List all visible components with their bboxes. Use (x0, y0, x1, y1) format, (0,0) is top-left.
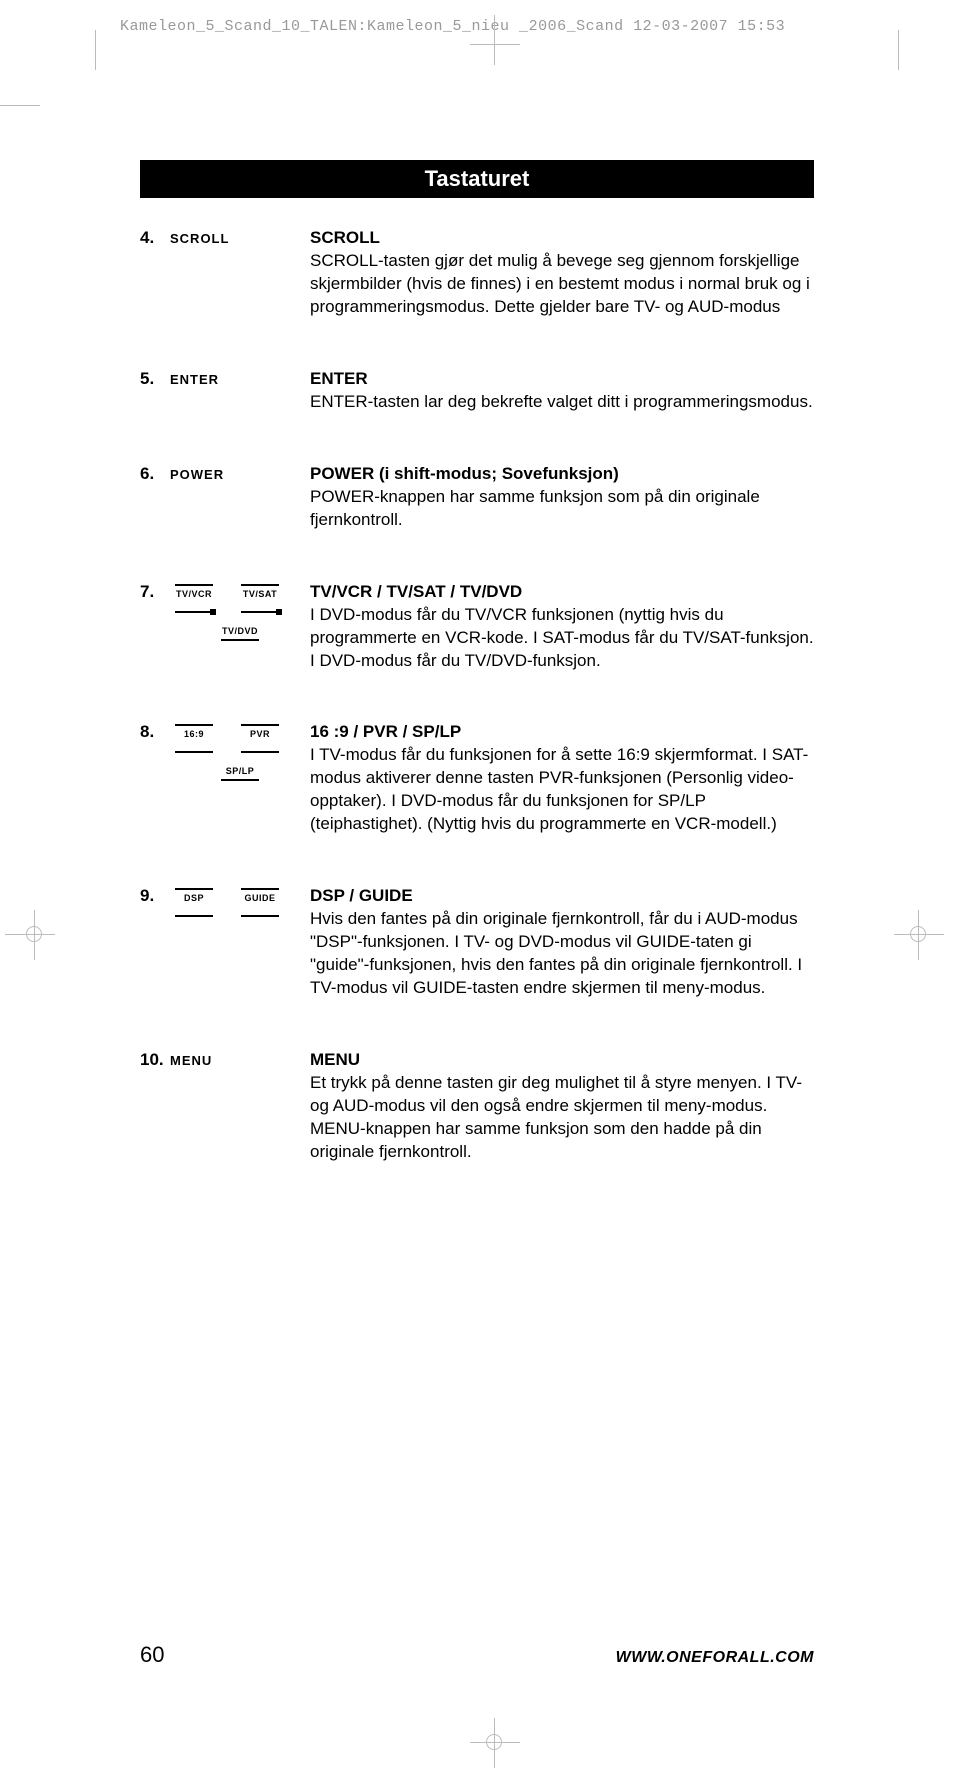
item-number: 7. (140, 582, 170, 602)
item-row: 4. SCROLL SCROLL SCROLL-tasten gjør det … (140, 228, 814, 319)
icon-sublabel-tvvcr: TV/VCR (176, 589, 212, 599)
item-icon-grid: 16:9 PVR SP/L (170, 722, 310, 784)
icon-sublabel-tvdvd: TV/DVD (222, 626, 258, 636)
footer-url: WWW.ONEFORALL.COM (616, 1649, 814, 1667)
item-title: TV/VCR / TV/SAT / TV/DVD (310, 582, 814, 602)
item-body: I DVD-modus får du TV/VCR funksjonen (ny… (310, 604, 814, 673)
key-label-enter: ENTER (170, 372, 219, 387)
icon-line (221, 639, 259, 641)
icon-sublabel-169: 16:9 (184, 729, 204, 739)
icon-sublabel-dsp: DSP (184, 893, 204, 903)
crop-mark-top (480, 30, 510, 60)
crop-mark-right (904, 920, 934, 950)
icon-line (241, 888, 279, 890)
item-row: 7. TV/VCR TV/SAT (140, 582, 814, 673)
item-number: 9. (140, 886, 170, 906)
item-icon: MENU (170, 1050, 310, 1070)
footer: 60 WWW.ONEFORALL.COM (140, 1642, 814, 1668)
section-title: Tastaturet (140, 160, 814, 198)
item-icon: ENTER (170, 369, 310, 389)
item-body: SCROLL-tasten gjør det mulig å bevege se… (310, 250, 814, 319)
item-icon: SCROLL (170, 228, 310, 248)
item-number: 4. (140, 228, 170, 248)
item-icon-grid: TV/VCR TV/SAT (170, 582, 310, 644)
item-title: POWER (i shift-modus; Sovefunksjon) (310, 464, 814, 484)
icon-sublabel-splp: SP/LP (226, 766, 255, 776)
icon-line (175, 724, 213, 726)
item-body: Et trykk på denne tasten gir deg mulighe… (310, 1072, 814, 1164)
icon-line (175, 611, 213, 613)
item-row: 9. DSP GUIDE (140, 886, 814, 1000)
item-number: 8. (140, 722, 170, 742)
item-text: 16 :9 / PVR / SP/LP I TV-modus får du fu… (310, 722, 814, 836)
crop-mark-bottom (480, 1728, 510, 1758)
key-label-power: POWER (170, 467, 224, 482)
item-text: TV/VCR / TV/SAT / TV/DVD I DVD-modus får… (310, 582, 814, 673)
item-title: MENU (310, 1050, 814, 1070)
page-content: Tastaturet 4. SCROLL SCROLL SCROLL-taste… (140, 160, 814, 1214)
item-body: ENTER-tasten lar deg bekrefte valget dit… (310, 391, 814, 414)
item-text: DSP / GUIDE Hvis den fantes på din origi… (310, 886, 814, 1000)
item-text: POWER (i shift-modus; Sovefunksjon) POWE… (310, 464, 814, 532)
crop-corner-tl (0, 105, 40, 106)
crop-mark-left (20, 920, 50, 950)
key-label-scroll: SCROLL (170, 231, 229, 246)
key-label-menu: MENU (170, 1053, 212, 1068)
icon-line (241, 724, 279, 726)
item-row: 6. POWER POWER (i shift-modus; Sovefunks… (140, 464, 814, 532)
item-row: 5. ENTER ENTER ENTER-tasten lar deg bekr… (140, 369, 814, 414)
item-body: POWER-knappen har samme funksjon som på … (310, 486, 814, 532)
item-row: 8. 16:9 PVR (140, 722, 814, 836)
item-icon: POWER (170, 464, 310, 484)
icon-sublabel-guide: GUIDE (244, 893, 275, 903)
icon-line (241, 751, 279, 753)
crop-corner-tl-v (95, 30, 96, 70)
icon-line (175, 915, 213, 917)
item-number: 6. (140, 464, 170, 484)
item-text: MENU Et trykk på denne tasten gir deg mu… (310, 1050, 814, 1164)
item-body: I TV-modus får du funksjonen for å sette… (310, 744, 814, 836)
item-title: 16 :9 / PVR / SP/LP (310, 722, 814, 742)
icon-line (175, 888, 213, 890)
item-text: ENTER ENTER-tasten lar deg bekrefte valg… (310, 369, 814, 414)
item-icon-grid: DSP GUIDE (170, 886, 310, 920)
icon-line (241, 915, 279, 917)
item-title: SCROLL (310, 228, 814, 248)
item-body: Hvis den fantes på din originale fjernko… (310, 908, 814, 1000)
item-text: SCROLL SCROLL-tasten gjør det mulig å be… (310, 228, 814, 319)
icon-line (175, 584, 213, 586)
icon-sublabel-pvr: PVR (250, 729, 270, 739)
icon-line (221, 779, 259, 781)
icon-line (175, 751, 213, 753)
item-row: 10. MENU MENU Et trykk på denne tasten g… (140, 1050, 814, 1164)
icon-sublabel-tvsat: TV/SAT (243, 589, 277, 599)
page-number: 60 (140, 1642, 164, 1668)
item-title: ENTER (310, 369, 814, 389)
crop-corner-tr (898, 30, 899, 70)
icon-line (241, 611, 279, 613)
icon-line (241, 584, 279, 586)
item-number: 5. (140, 369, 170, 389)
item-title: DSP / GUIDE (310, 886, 814, 906)
item-number: 10. (140, 1050, 170, 1070)
